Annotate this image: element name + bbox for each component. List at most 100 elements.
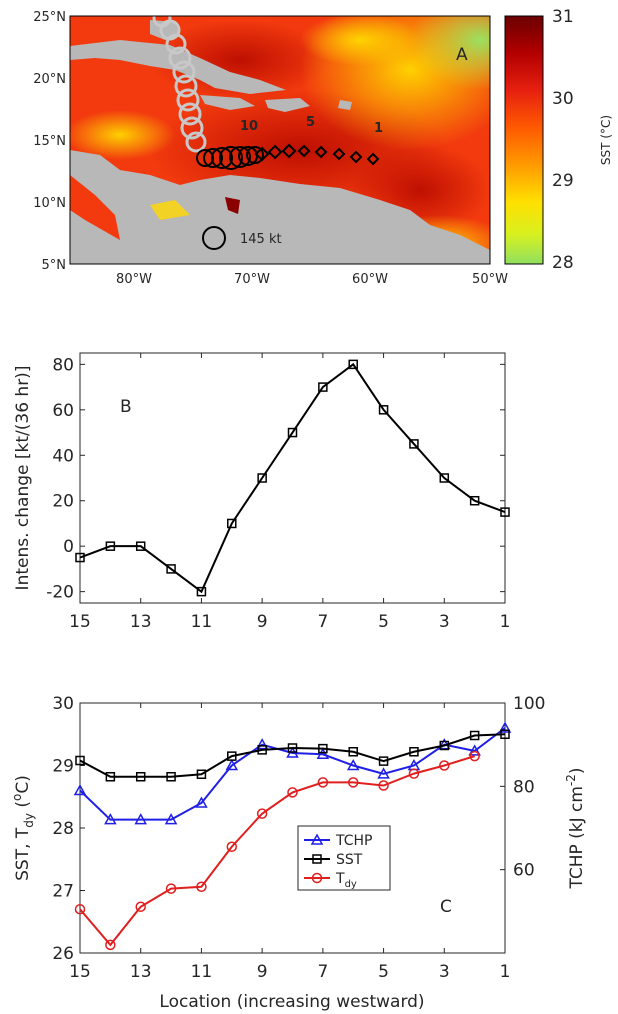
track-label-1: 1: [374, 121, 383, 136]
data-point-t_dy: [317, 777, 329, 788]
lat-tick: 15°N: [33, 134, 66, 149]
storm-size-label: 145 kt: [240, 232, 282, 247]
legend-label: TCHP: [335, 833, 372, 849]
data-point-t_dy: [226, 841, 238, 852]
data-point-tchp: [73, 783, 87, 796]
x-tick-label: 9: [257, 612, 268, 632]
data-point-tchp: [164, 813, 178, 825]
data-point-sst: [469, 730, 480, 741]
x-tick-label: 1: [500, 612, 511, 632]
data-point-square: [469, 495, 480, 506]
x-tick-label: 13: [130, 612, 152, 632]
lat-tick: 25°N: [33, 10, 66, 25]
ylabel-right-part: ): [567, 767, 587, 774]
data-point-square: [348, 359, 358, 370]
colorbar-ticks: 31 30 29 28: [552, 7, 574, 273]
x-tick-label: 15: [69, 962, 91, 982]
legend-marker: [312, 854, 322, 864]
series-line-intensity: [79, 362, 506, 594]
lat-tick: 5°N: [42, 258, 67, 273]
y-tick-label-right: 60: [513, 861, 535, 881]
colorbar-tick: 31: [552, 7, 574, 27]
data-point-sst: [287, 743, 298, 753]
lon-tick: 50°W: [472, 272, 508, 287]
panel-a-map: A 10 5 1 145 kt 25°N 20°N 15°N 10°N 5°N …: [33, 7, 613, 287]
data-point-sst: [318, 743, 328, 754]
legend-label: SST: [336, 852, 363, 868]
x-tick-label: 11: [191, 612, 213, 632]
panel-c-label: C: [440, 897, 452, 917]
data-point-sst: [378, 756, 389, 766]
series-line-t_dy: [79, 755, 475, 947]
data-point-square: [196, 586, 207, 597]
data-point-t_dy: [469, 750, 480, 762]
data-point-sst: [439, 740, 450, 751]
panel-b-series: [75, 359, 510, 597]
data-point-t_dy: [196, 881, 207, 892]
panel-b-label: B: [120, 397, 132, 417]
panel-c-ylabel-right: TCHP (kJ cm-2): [564, 767, 587, 889]
panel-c-ylabel-left: SST, Tdy (oC): [10, 775, 36, 881]
y-tick-label: 20: [52, 492, 74, 512]
track-label-5: 5: [306, 115, 315, 130]
x-tick-label: 7: [317, 962, 328, 982]
lat-tick: 10°N: [33, 196, 66, 211]
data-point-tchp: [468, 744, 481, 756]
ylabel-right-sup: -2: [564, 774, 578, 786]
data-point-t_dy: [439, 760, 450, 771]
y-tick-label-left: 30: [52, 694, 74, 714]
data-point-t_dy: [378, 780, 389, 791]
data-point-tchp: [134, 813, 147, 825]
ylabel-right-part: TCHP (kJ cm: [567, 786, 587, 890]
data-point-tchp: [195, 796, 208, 808]
panel-c-xlabel: Location (increasing westward): [159, 992, 424, 1012]
panel-c-axes: 15 13 11 9 7 5 3 1 26 27 28 29 30 60 80 100: [52, 694, 545, 982]
y-tick-label: 40: [52, 446, 74, 466]
data-point-square: [105, 541, 116, 551]
data-point-tchp: [498, 721, 512, 733]
lon-tick: 60°W: [352, 272, 388, 287]
lon-tick: 80°W: [116, 272, 152, 287]
data-point-square: [166, 564, 176, 574]
data-point-sst: [75, 755, 85, 766]
data-point-sst: [166, 772, 176, 782]
track-dark: [196, 146, 264, 170]
panel-a-label: A: [456, 45, 468, 65]
data-point-square: [135, 541, 146, 551]
ylabel-left-sub: dy: [22, 813, 36, 828]
data-point-t_dy: [135, 901, 146, 912]
panel-c-legend: TCHP SST Tdy: [297, 825, 391, 891]
storm-size-circle: [202, 226, 226, 250]
series-line-sst: [79, 733, 506, 778]
data-point-sst: [105, 772, 116, 782]
colorbar-tick: 28: [552, 253, 574, 273]
panel-c-chart: C SST, Tdy (oC) TCHP (kJ cm-2) Location …: [10, 694, 587, 1012]
track-light: [152, 16, 207, 153]
data-point-square: [500, 507, 510, 517]
y-tick-label-left: 28: [52, 819, 74, 839]
sst-field: [70, 16, 490, 264]
data-point-sst: [257, 745, 267, 755]
legend-marker: [310, 833, 324, 845]
y-tick-label: 80: [52, 355, 74, 375]
ylabel-left-sup: o: [10, 794, 24, 801]
lon-tick: 70°W: [234, 272, 270, 287]
legend-marker: [311, 872, 323, 884]
colorbar-tick: 29: [552, 171, 574, 191]
legend-label: Tdy: [335, 871, 357, 890]
panel-b-frame: [79, 352, 506, 604]
data-point-t_dy: [105, 939, 116, 951]
x-tick-label: 3: [439, 612, 450, 632]
lat-axis: 25°N 20°N 15°N 10°N 5°N: [33, 10, 66, 273]
data-point-tchp: [225, 758, 239, 771]
data-point-square: [318, 382, 328, 392]
x-tick-label: 11: [191, 962, 213, 982]
data-point-square: [439, 473, 450, 483]
lon-axis: 80°W 70°W 60°W 50°W: [116, 272, 508, 287]
panel-b-chart: B Intens. change [kt/(36 hr)] 15 13 11 9 7 5 3…: [13, 352, 511, 632]
data-point-sst: [409, 747, 419, 757]
track-diamonds: [254, 143, 380, 166]
data-point-sst: [227, 751, 237, 761]
x-tick-label: 15: [69, 612, 91, 632]
